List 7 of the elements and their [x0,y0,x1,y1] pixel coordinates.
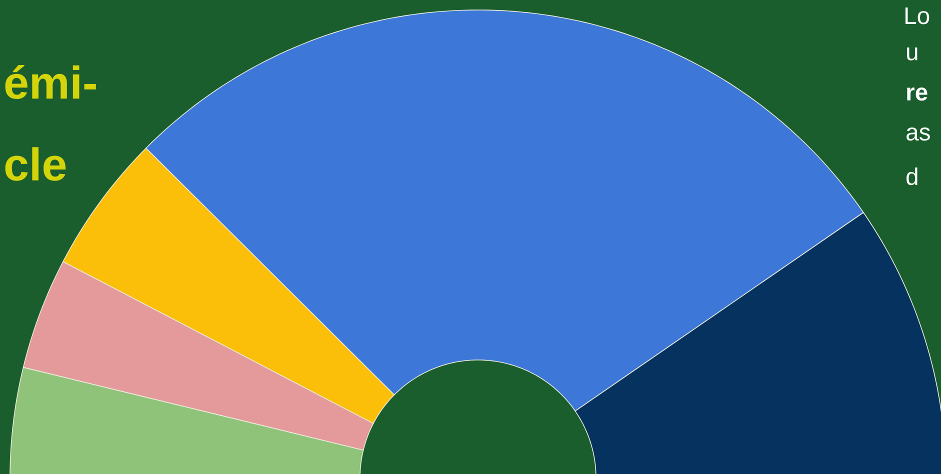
text: Lo [906,8,930,24]
text: u [907,48,918,60]
text: re [907,88,928,101]
text: cle [5,147,66,181]
text: as [906,128,930,141]
text: d [906,168,918,186]
text: émi- [5,64,96,100]
